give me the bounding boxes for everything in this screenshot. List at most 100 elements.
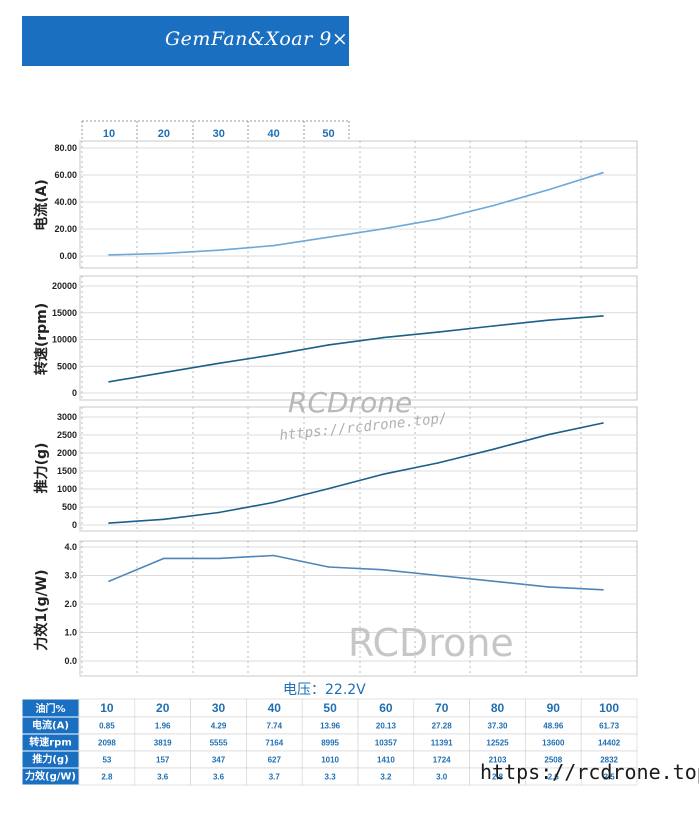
- data-point: [327, 566, 330, 568]
- y-tick-label: 1.0: [64, 628, 77, 638]
- table-value: 3.6: [157, 773, 169, 782]
- watermark-rcdrone-small: RCDrone: [288, 386, 412, 419]
- data-point: [602, 422, 604, 424]
- data-point: [163, 252, 165, 255]
- y-tick-label: 500: [62, 502, 77, 512]
- y-tick-label: 10000: [52, 335, 77, 345]
- table-value: 7.74: [267, 722, 283, 731]
- table-value: 1410: [377, 756, 395, 765]
- table-cell: [580, 767, 638, 786]
- table-value: 3.0: [436, 773, 448, 782]
- table-header-row: 油门% 10 20 30 40 50 60 70 80 90 100: [21, 698, 638, 718]
- table-value: 347: [212, 756, 226, 765]
- chart-panel-1: 0.00 20.00 40.00 60.00 80.00 电流(A): [33, 140, 638, 269]
- table-row: 力效(g/W) 2.8 3.6 3.6 3.7 3.3 3.2 3.0 2.8 2.6 2.5: [21, 767, 638, 786]
- data-point: [108, 522, 110, 524]
- series-line: [108, 422, 604, 524]
- table-value: 14402: [598, 739, 621, 748]
- data-point: [382, 228, 385, 230]
- table-row: 转速rpm 2098 3819 5555 7164 8995 10357 11391 12525…: [21, 733, 638, 752]
- data-point: [108, 254, 110, 256]
- data-point: [547, 319, 549, 322]
- table-value: 5555: [210, 739, 228, 748]
- table-value: 3.3: [325, 773, 337, 782]
- y-tick-label: 2000: [57, 448, 77, 458]
- data-point: [108, 580, 110, 582]
- table-value: 53: [102, 756, 111, 765]
- table-value: 2.8: [492, 773, 504, 782]
- y-axis-label: 力效1(g/W): [33, 569, 50, 650]
- plot-area-border: [79, 275, 638, 401]
- data-point: [217, 511, 220, 514]
- table-row: 电流(A) 0.85 1.96 4.29 7.74 13.96 20.13 27.28 37.3…: [21, 716, 638, 735]
- table-value: 2098: [98, 739, 116, 748]
- table-value: 8995: [321, 739, 339, 748]
- watermarks: RCDrone https://rcdrone.top/ RCDrone: [279, 386, 514, 665]
- column-header: 80: [491, 701, 505, 715]
- table-value: 1.96: [155, 722, 171, 731]
- y-tick-label: 20.00: [54, 224, 77, 234]
- data-point: [272, 501, 275, 504]
- y-tick-label: 0: [72, 388, 77, 398]
- data-point: [492, 580, 495, 582]
- watermark-rcdrone-large: RCDrone: [348, 621, 514, 665]
- data-point: [547, 433, 549, 436]
- row-label: 转速rpm: [29, 736, 72, 749]
- table-value: 11391: [431, 739, 453, 748]
- watermark-url-bottom: https://rcdrone.top/: [480, 760, 699, 784]
- chart-panels: 0.0020.0040.0060.0080.00电流(A)05000100001…: [33, 140, 638, 677]
- data-point: [437, 218, 440, 220]
- y-tick-label: 4.0: [64, 542, 77, 552]
- y-tick-label: 2500: [57, 430, 77, 440]
- chart-panel-3: 0 500 1000 1500 2000 2500 3000 推力(g): [33, 406, 638, 532]
- data-point: [602, 588, 604, 591]
- data-point: [492, 448, 495, 451]
- table-value: 157: [156, 756, 170, 765]
- table-value: 20.13: [376, 722, 397, 731]
- data-point: [217, 557, 220, 560]
- y-tick-label: 1000: [57, 484, 77, 494]
- top-x-tick-label: 50: [322, 128, 334, 140]
- table-value: 48.96: [543, 722, 564, 731]
- series-line: [108, 554, 604, 591]
- y-tick-label: 80.00: [54, 143, 77, 153]
- data-table: 油门% 10 20 30 40 50 60 70 80 90 100 电流(A) 0.85 1.96 4.2…: [21, 698, 638, 786]
- series-line: [108, 171, 604, 256]
- row-label: 油门%: [35, 702, 65, 715]
- y-tick-label: 0.00: [59, 251, 77, 261]
- table-value: 7164: [265, 739, 283, 748]
- top-x-tick-label: 40: [268, 128, 280, 140]
- column-header: 40: [268, 701, 282, 715]
- table-value: 3.7: [269, 773, 281, 782]
- y-tick-label: 1500: [57, 466, 77, 476]
- column-header: 100: [599, 701, 619, 715]
- table-value: 1724: [433, 756, 451, 765]
- data-point: [217, 362, 220, 365]
- chart-title: GemFan&Xoar 9×9: [165, 28, 349, 50]
- table-value: 3.2: [380, 773, 392, 782]
- data-point: [492, 325, 495, 327]
- table-value: 12525: [486, 739, 509, 748]
- table-row: 推力(g) 53 157 347 627 1010 1410 1724 2103 2508 2832: [21, 750, 638, 769]
- data-point: [547, 189, 549, 191]
- y-tick-label: 15000: [52, 308, 77, 318]
- table-value: 2103: [489, 756, 507, 765]
- y-tick-label: 3.0: [64, 571, 77, 581]
- row-label: 电流(A): [32, 719, 69, 732]
- voltage-label: 电压：22.2V: [283, 682, 366, 698]
- y-tick-label: 3000: [57, 412, 77, 422]
- column-header: 90: [547, 701, 561, 715]
- data-point: [437, 574, 440, 577]
- data-point: [163, 518, 165, 521]
- data-point: [272, 244, 275, 247]
- series-line: [108, 315, 604, 383]
- row-label: 推力(g): [32, 753, 68, 766]
- y-axis-label: 推力(g): [33, 443, 50, 494]
- column-header: 10: [100, 701, 114, 715]
- y-tick-label: 0: [72, 520, 77, 530]
- top-x-tick-label: 20: [158, 128, 170, 140]
- table-value: 2508: [544, 756, 562, 765]
- data-point: [602, 315, 604, 317]
- data-point: [327, 344, 330, 346]
